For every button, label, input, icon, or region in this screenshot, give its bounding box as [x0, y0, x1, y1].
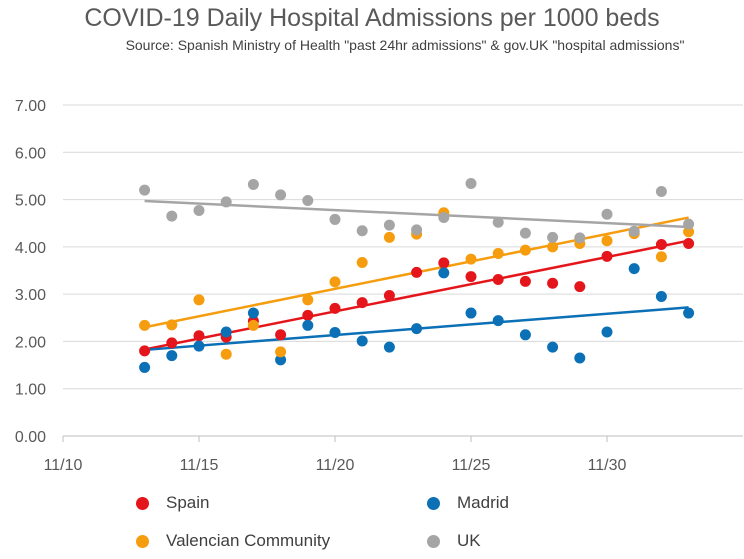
point-uk [519, 227, 531, 239]
point-madrid [465, 307, 477, 319]
point-madrid [574, 352, 586, 364]
point-spain [683, 238, 695, 250]
point-spain [438, 257, 450, 269]
point-spain [275, 329, 287, 341]
x-tick-label: 11/15 [180, 457, 219, 474]
point-valencian-community [655, 251, 667, 263]
point-spain [193, 330, 205, 342]
point-madrid [275, 354, 287, 366]
point-uk [193, 204, 205, 216]
y-tick-label: 1.00 [15, 382, 46, 399]
point-uk [628, 225, 640, 237]
point-uk [166, 210, 178, 222]
point-spain [601, 250, 613, 262]
point-uk [275, 189, 287, 201]
point-uk [139, 184, 151, 196]
point-madrid [383, 341, 395, 353]
point-madrid [628, 263, 640, 275]
x-tick-label: 11/30 [588, 457, 627, 474]
point-madrid [139, 361, 151, 373]
y-tick-label: 5.00 [15, 193, 46, 210]
point-valencian-community [275, 346, 287, 358]
point-valencian-community [356, 256, 368, 268]
x-tick-label: 11/20 [316, 457, 355, 474]
point-madrid [411, 323, 423, 335]
point-spain [302, 309, 314, 321]
point-spain [547, 277, 559, 289]
point-valencian-community [492, 247, 504, 259]
point-madrid [166, 350, 178, 362]
point-valencian-community [166, 319, 178, 331]
point-uk [302, 195, 314, 207]
point-spain [383, 290, 395, 302]
point-spain [166, 337, 178, 349]
point-uk [601, 208, 613, 220]
trendline-spain [144, 239, 689, 351]
point-uk [574, 232, 586, 244]
point-valencian-community [383, 231, 395, 243]
chart-subtitle: Source: Spanish Ministry of Health "past… [125, 37, 685, 53]
point-madrid [193, 340, 205, 352]
point-spain [465, 271, 477, 283]
point-uk [329, 213, 341, 225]
point-madrid [438, 267, 450, 279]
point-madrid [302, 319, 314, 331]
point-uk [356, 225, 368, 237]
y-tick-label: 3.00 [15, 287, 46, 304]
point-valencian-community [302, 294, 314, 306]
point-madrid [329, 326, 341, 338]
y-tick-label: 0.00 [15, 429, 46, 446]
point-madrid [356, 335, 368, 347]
point-madrid [220, 326, 232, 338]
y-tick-label: 7.00 [15, 98, 46, 115]
point-uk [411, 224, 423, 236]
point-valencian-community [139, 319, 151, 331]
point-valencian-community [683, 226, 695, 238]
x-tick-label: 11/25 [452, 457, 491, 474]
point-uk [383, 219, 395, 231]
y-tick-label: 4.00 [15, 240, 46, 257]
point-uk [547, 231, 559, 243]
point-valencian-community [247, 319, 259, 331]
point-madrid [547, 341, 559, 353]
point-uk [683, 218, 695, 230]
trendline-uk [144, 199, 689, 229]
point-spain [356, 297, 368, 309]
point-uk [492, 216, 504, 228]
point-spain [655, 238, 667, 250]
point-spain [411, 266, 423, 278]
point-valencian-community [519, 244, 531, 256]
point-valencian-community [193, 294, 205, 306]
point-valencian-community [220, 348, 232, 360]
chart-title: COVID-19 Daily Hospital Admissions per 1… [84, 4, 660, 32]
x-tick-label: 11/10 [44, 457, 83, 474]
point-spain [519, 275, 531, 287]
point-madrid [519, 329, 531, 341]
point-uk [655, 186, 667, 198]
point-madrid [247, 307, 259, 319]
point-madrid [601, 326, 613, 338]
point-uk [220, 196, 232, 208]
point-valencian-community [601, 235, 613, 247]
point-madrid [492, 315, 504, 327]
point-valencian-community [465, 253, 477, 265]
point-spain [139, 345, 151, 357]
point-valencian-community [547, 241, 559, 253]
point-spain [574, 281, 586, 293]
point-valencian-community [329, 276, 341, 288]
point-uk [438, 212, 450, 224]
point-madrid [655, 291, 667, 303]
point-spain [492, 273, 504, 285]
point-uk [465, 177, 477, 189]
point-uk [247, 178, 259, 190]
y-tick-label: 2.00 [15, 334, 46, 351]
point-madrid [683, 307, 695, 319]
point-spain [329, 302, 341, 314]
y-tick-label: 6.00 [15, 145, 46, 162]
